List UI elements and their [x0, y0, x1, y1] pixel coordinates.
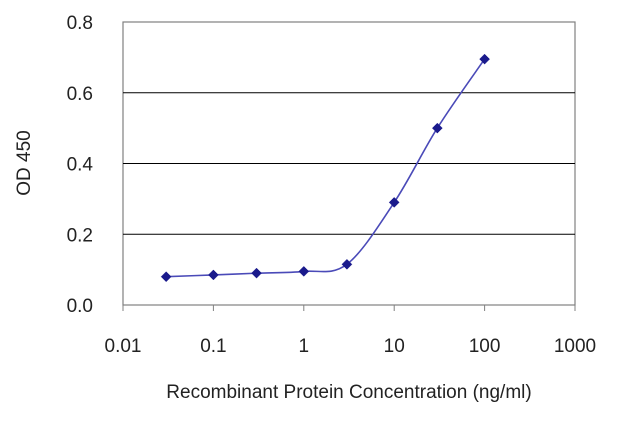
- x-tick-label: 0.01: [105, 336, 142, 357]
- y-axis-title: OD 450: [14, 130, 35, 195]
- data-point: [298, 266, 310, 277]
- x-tick-label: 100: [469, 336, 501, 357]
- x-tick-label: 1: [299, 336, 310, 357]
- y-tick-label: 0.6: [67, 84, 93, 105]
- data-point: [160, 271, 172, 283]
- series-layer: [160, 53, 490, 283]
- x-tick-label: 1000: [554, 336, 596, 357]
- x-tick-label: 10: [384, 336, 405, 357]
- y-tick-label: 0.2: [67, 225, 93, 246]
- data-point: [251, 267, 262, 279]
- x-tick-label: 0.1: [200, 336, 226, 357]
- x-axis-ticks: 0.01 0.1 1 10 100 1000: [105, 305, 596, 357]
- y-tick-label: 0.0: [67, 296, 93, 317]
- y-tick-label: 0.8: [67, 13, 93, 34]
- grid-lines: [123, 92, 575, 235]
- data-point: [208, 269, 219, 281]
- y-axis-ticks: 0.0 0.2 0.4 0.6 0.8: [67, 13, 94, 317]
- x-axis-title: Recombinant Protein Concentration (ng/ml…: [166, 382, 531, 403]
- data-point: [479, 53, 490, 65]
- data-point: [431, 122, 443, 134]
- data-point: [341, 258, 353, 270]
- data-point: [388, 197, 400, 208]
- y-tick-label: 0.4: [67, 155, 94, 176]
